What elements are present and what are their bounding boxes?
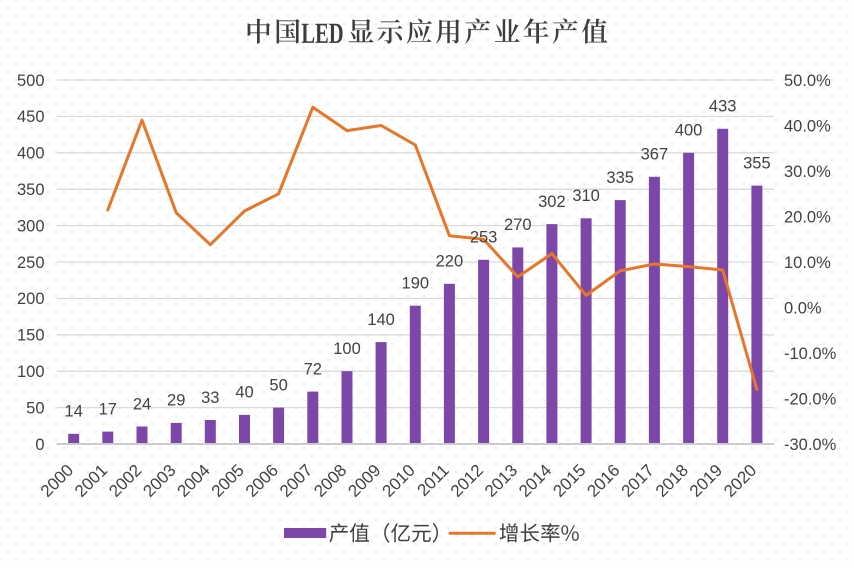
svg-text:0.0%: 0.0% xyxy=(784,299,822,317)
svg-text:350: 350 xyxy=(17,181,45,199)
svg-text:400: 400 xyxy=(17,145,45,163)
svg-text:302: 302 xyxy=(538,193,566,211)
svg-text:-30.0%: -30.0% xyxy=(784,436,837,454)
svg-text:100: 100 xyxy=(17,363,45,381)
svg-text:50: 50 xyxy=(26,399,44,417)
svg-text:10.0%: 10.0% xyxy=(784,254,831,272)
svg-text:367: 367 xyxy=(641,146,669,164)
svg-text:270: 270 xyxy=(504,216,532,234)
svg-text:500: 500 xyxy=(17,72,45,90)
svg-text:0: 0 xyxy=(35,436,44,454)
svg-text:40.0%: 40.0% xyxy=(784,117,831,135)
svg-text:33: 33 xyxy=(201,389,219,407)
svg-text:-20.0%: -20.0% xyxy=(784,390,837,408)
svg-text:433: 433 xyxy=(709,98,737,116)
svg-text:253: 253 xyxy=(470,229,498,247)
svg-text:190: 190 xyxy=(402,275,430,293)
svg-text:29: 29 xyxy=(167,392,185,410)
svg-text:20.0%: 20.0% xyxy=(784,208,831,226)
svg-text:310: 310 xyxy=(572,187,600,205)
svg-text:17: 17 xyxy=(99,400,117,418)
svg-text:150: 150 xyxy=(17,327,45,345)
svg-text:220: 220 xyxy=(436,253,464,271)
svg-text:200: 200 xyxy=(17,290,45,308)
svg-text:450: 450 xyxy=(17,108,45,126)
svg-text:355: 355 xyxy=(743,154,771,172)
svg-text:72: 72 xyxy=(304,360,322,378)
svg-text:335: 335 xyxy=(606,169,634,187)
svg-text:400: 400 xyxy=(675,122,703,140)
svg-text:24: 24 xyxy=(133,395,151,413)
svg-text:50: 50 xyxy=(269,376,287,394)
svg-text:300: 300 xyxy=(17,217,45,235)
svg-text:14: 14 xyxy=(65,403,83,421)
svg-text:250: 250 xyxy=(17,254,45,272)
svg-text:40: 40 xyxy=(235,384,253,402)
svg-text:30.0%: 30.0% xyxy=(784,163,831,181)
svg-text:50.0%: 50.0% xyxy=(784,72,831,90)
svg-text:140: 140 xyxy=(367,311,395,329)
svg-text:-10.0%: -10.0% xyxy=(784,345,837,363)
svg-text:100: 100 xyxy=(333,340,361,358)
